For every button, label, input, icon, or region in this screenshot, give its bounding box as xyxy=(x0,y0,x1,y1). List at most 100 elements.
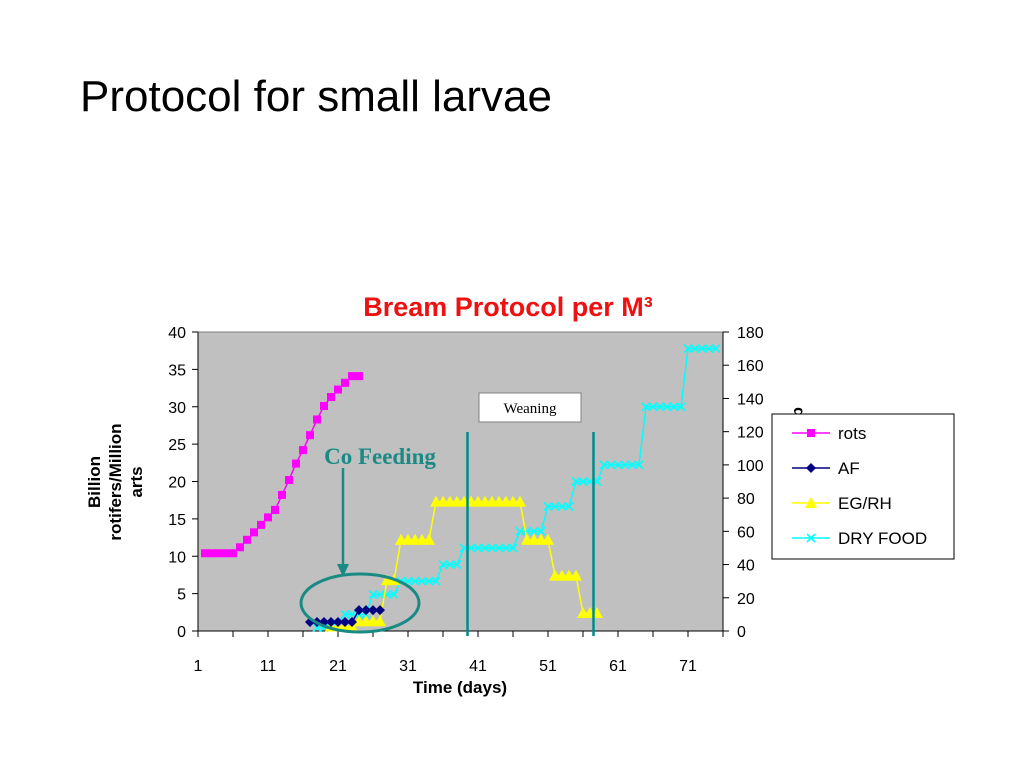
chart-title: Bream Protocol per M³ xyxy=(363,292,653,322)
data-point-dry-food xyxy=(662,402,672,412)
data-point-dry-food xyxy=(410,576,420,586)
data-point-dry-food xyxy=(424,576,434,586)
y-tick-label: 40 xyxy=(168,325,186,342)
data-point-rots xyxy=(292,459,300,468)
data-point-dry-food xyxy=(599,460,609,470)
data-point-dry-food xyxy=(368,589,378,600)
weaning-label-box xyxy=(478,392,582,423)
y2-tick-label: 180 xyxy=(737,325,764,342)
x-axis-label: Time (days) xyxy=(413,678,507,697)
data-point-eg-rh xyxy=(374,615,386,627)
y-axis-label-line: rotifers/Million xyxy=(106,423,125,540)
data-point-rots xyxy=(320,402,328,411)
co-feeding-arrow-head xyxy=(337,564,349,577)
data-point-dry-food xyxy=(641,402,651,412)
legend-label-af: AF xyxy=(838,459,860,478)
data-point-rots xyxy=(306,431,314,440)
data-point-eg-rh xyxy=(514,495,526,507)
data-point-dry-food xyxy=(452,559,462,570)
y2-tick-label: 100 xyxy=(737,458,764,475)
y2-tick-label: 20 xyxy=(737,591,755,608)
y2-tick-label: 40 xyxy=(737,558,755,575)
co-feeding-label: Co Feeding xyxy=(324,444,436,469)
data-point-dry-food xyxy=(487,543,497,553)
y-tick-label: 20 xyxy=(168,475,186,492)
data-point-rots xyxy=(271,505,279,514)
data-point-af xyxy=(361,605,371,616)
data-point-eg-rh xyxy=(570,569,582,581)
legend-marker-eg-rh xyxy=(805,497,817,508)
data-point-dry-food xyxy=(627,460,637,470)
data-point-rots xyxy=(285,476,293,485)
data-point-dry-food xyxy=(501,543,511,553)
data-point-dry-food xyxy=(529,526,539,536)
legend-marker-dry-food xyxy=(806,533,816,543)
legend-label-eg-rh: EG/RH xyxy=(838,494,892,513)
data-point-dry-food xyxy=(697,344,707,354)
data-point-rots xyxy=(243,535,251,544)
y-axis-label-line: arts xyxy=(127,466,146,497)
data-point-rots xyxy=(278,490,286,499)
data-point-dry-food xyxy=(676,402,686,412)
data-point-af xyxy=(326,617,336,628)
data-point-dry-food xyxy=(515,526,525,536)
data-point-dry-food xyxy=(389,589,399,600)
legend-marker-rots xyxy=(807,429,815,437)
data-point-af xyxy=(368,605,378,616)
data-point-dry-food xyxy=(543,501,553,511)
data-point-eg-rh xyxy=(542,533,554,545)
y-tick-label: 25 xyxy=(168,437,186,454)
data-point-dry-food xyxy=(438,559,448,570)
y-tick-label: 15 xyxy=(168,512,186,529)
slide-title: Protocol for small larvae xyxy=(80,72,552,121)
data-point-dry-food xyxy=(578,476,588,487)
legend-label-dry-food: DRY FOOD xyxy=(838,529,927,548)
data-point-dry-food xyxy=(648,402,658,412)
data-point-dry-food xyxy=(340,609,350,619)
data-point-af xyxy=(347,617,357,628)
data-point-dry-food xyxy=(494,543,504,553)
legend-label-rots: rots xyxy=(838,424,866,443)
data-point-dry-food xyxy=(445,559,455,570)
y-axis-label: Billion rotifers/Million arts xyxy=(85,423,146,540)
data-point-dry-food xyxy=(375,589,385,600)
y2-tick-label: 60 xyxy=(737,524,755,541)
data-point-rots xyxy=(229,549,237,558)
data-point-rots xyxy=(334,385,342,394)
x-tick-label: 1 xyxy=(194,658,203,675)
x-tick-label: 51 xyxy=(539,658,557,675)
y-tick-label: 5 xyxy=(177,587,186,604)
co-feeding-ellipse xyxy=(299,572,421,634)
y2-axis-label: d xyxy=(790,407,807,417)
y-tick-label: 0 xyxy=(177,624,186,641)
x-tick-label: 71 xyxy=(679,658,697,675)
data-point-dry-food xyxy=(508,543,518,553)
data-point-dry-food xyxy=(536,526,546,536)
y-tick-label: 35 xyxy=(168,362,186,379)
y2-tick-label: 80 xyxy=(737,491,755,508)
data-point-af xyxy=(354,605,364,616)
y2-tick-label: 140 xyxy=(737,391,764,408)
data-point-eg-rh xyxy=(423,533,435,545)
data-point-dry-food xyxy=(613,460,623,470)
data-point-dry-food xyxy=(606,460,616,470)
data-point-dry-food xyxy=(564,501,574,511)
data-point-rots xyxy=(236,543,244,552)
y-tick-label: 10 xyxy=(168,549,186,566)
data-point-rots xyxy=(208,549,216,558)
data-point-rots xyxy=(222,549,230,558)
y2-tick-label: 160 xyxy=(737,358,764,375)
y2-tick-label: 0 xyxy=(737,624,746,641)
data-point-rots xyxy=(299,446,307,455)
data-point-rots xyxy=(257,520,265,529)
data-point-rots xyxy=(264,513,272,522)
data-point-rots xyxy=(250,528,258,537)
x-tick-label: 21 xyxy=(329,658,347,675)
y2-tick-label: 120 xyxy=(737,425,764,442)
data-point-dry-food xyxy=(711,344,721,354)
x-tick-label: 61 xyxy=(609,658,627,675)
data-point-dry-food xyxy=(620,460,630,470)
data-point-af xyxy=(340,617,350,628)
weaning-label: Weaning xyxy=(504,401,557,417)
data-point-af xyxy=(333,617,343,628)
